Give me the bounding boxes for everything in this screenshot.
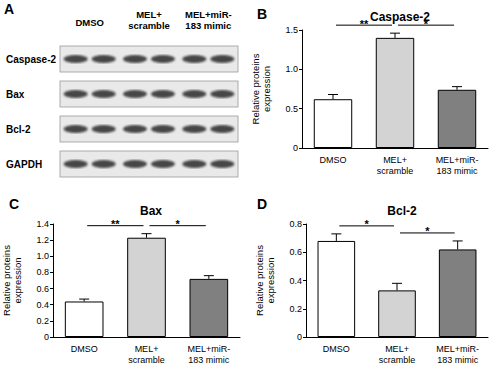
svg-text:*: * [425, 225, 430, 237]
svg-text:Caspase-2: Caspase-2 [370, 10, 430, 24]
svg-text:Bcl-2: Bcl-2 [387, 204, 417, 218]
svg-text:Caspase-2: Caspase-2 [6, 54, 56, 65]
svg-text:1.4: 1.4 [36, 219, 49, 229]
svg-text:DMSO: DMSO [71, 344, 98, 354]
svg-text:*: * [365, 218, 370, 230]
svg-text:1.5: 1.5 [285, 25, 298, 35]
svg-text:GAPDH: GAPDH [6, 159, 42, 170]
svg-text:C: C [9, 196, 19, 212]
svg-text:Bax: Bax [6, 89, 25, 100]
svg-text:0.2: 0.2 [36, 316, 49, 326]
svg-text:scramble: scramble [379, 355, 416, 365]
svg-text:1.0: 1.0 [285, 64, 298, 74]
svg-text:DMSO: DMSO [75, 17, 104, 28]
svg-text:Bcl-2: Bcl-2 [6, 124, 31, 135]
svg-text:1.2: 1.2 [36, 235, 49, 245]
svg-text:MEL+miR-: MEL+miR- [187, 344, 230, 354]
svg-text:0: 0 [44, 332, 49, 342]
svg-text:0.6: 0.6 [289, 247, 302, 257]
svg-text:expression: expression [265, 258, 276, 304]
svg-text:**: ** [360, 18, 369, 30]
svg-text:183 mimic: 183 mimic [437, 355, 479, 365]
svg-text:0: 0 [293, 143, 298, 153]
svg-text:1.0: 1.0 [36, 251, 49, 261]
svg-text:scramble: scramble [128, 355, 165, 365]
svg-text:MEL+: MEL+ [135, 344, 159, 354]
svg-text:**: ** [111, 218, 120, 230]
svg-text:Relative proteins: Relative proteins [1, 245, 12, 316]
svg-text:expression: expression [12, 258, 23, 304]
svg-text:Relative proteins: Relative proteins [254, 245, 265, 316]
svg-text:183 mimic: 183 mimic [436, 166, 478, 176]
svg-text:MEL+: MEL+ [385, 344, 409, 354]
svg-text:0.4: 0.4 [289, 276, 302, 286]
svg-text:0.5: 0.5 [285, 104, 298, 114]
svg-text:0.6: 0.6 [36, 284, 49, 294]
svg-text:scramble: scramble [377, 166, 414, 176]
svg-text:Bax: Bax [140, 204, 162, 218]
svg-text:B: B [257, 6, 267, 22]
svg-text:A: A [4, 1, 14, 17]
svg-text:DMSO: DMSO [320, 155, 347, 165]
svg-text:MEL+miR-: MEL+miR- [436, 344, 479, 354]
svg-text:MEL+miR-183 mimic: MEL+miR-183 mimic [185, 9, 232, 31]
svg-text:Relative proteins: Relative proteins [250, 53, 261, 124]
svg-text:expression: expression [261, 66, 272, 112]
svg-text:0.8: 0.8 [36, 267, 49, 277]
svg-text:183 mimic: 183 mimic [188, 355, 230, 365]
svg-text:0: 0 [297, 332, 302, 342]
svg-text:MEL+miR-: MEL+miR- [436, 155, 479, 165]
svg-text:0.8: 0.8 [289, 219, 302, 229]
svg-text:DMSO: DMSO [323, 344, 350, 354]
svg-text:0.4: 0.4 [36, 300, 49, 310]
svg-text:MEL+scramble: MEL+scramble [128, 9, 170, 31]
svg-text:*: * [176, 218, 181, 230]
svg-text:0.2: 0.2 [289, 304, 302, 314]
svg-text:D: D [257, 196, 267, 212]
svg-text:MEL+: MEL+ [383, 155, 407, 165]
